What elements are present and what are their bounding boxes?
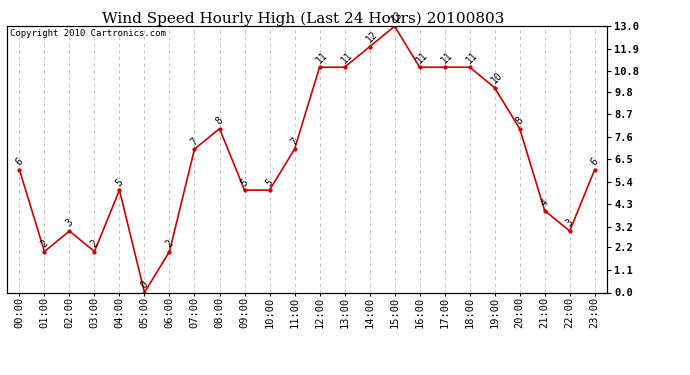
Text: 10: 10 [489, 70, 504, 86]
Text: 12: 12 [364, 29, 380, 45]
Text: 11: 11 [464, 50, 480, 65]
Text: 0: 0 [139, 279, 150, 290]
Text: 11: 11 [439, 50, 455, 65]
Text: 8: 8 [514, 115, 525, 126]
Text: Wind Speed Hourly High (Last 24 Hours) 20100803: Wind Speed Hourly High (Last 24 Hours) 2… [102, 11, 505, 26]
Text: 13: 13 [389, 9, 404, 24]
Text: Copyright 2010 Cartronics.com: Copyright 2010 Cartronics.com [10, 29, 166, 38]
Text: 6: 6 [589, 156, 600, 168]
Text: 3: 3 [564, 217, 575, 229]
Text: 11: 11 [314, 50, 329, 65]
Text: 7: 7 [189, 136, 200, 147]
Text: 6: 6 [14, 156, 25, 168]
Text: 5: 5 [114, 177, 125, 188]
Text: 5: 5 [239, 177, 250, 188]
Text: 2: 2 [39, 238, 50, 249]
Text: 11: 11 [339, 50, 355, 65]
Text: 8: 8 [214, 115, 225, 126]
Text: 2: 2 [89, 238, 100, 249]
Text: 4: 4 [539, 197, 551, 208]
Text: 2: 2 [164, 238, 175, 249]
Text: 5: 5 [264, 177, 275, 188]
Text: 3: 3 [64, 217, 75, 229]
Text: 11: 11 [414, 50, 429, 65]
Text: 7: 7 [289, 136, 300, 147]
